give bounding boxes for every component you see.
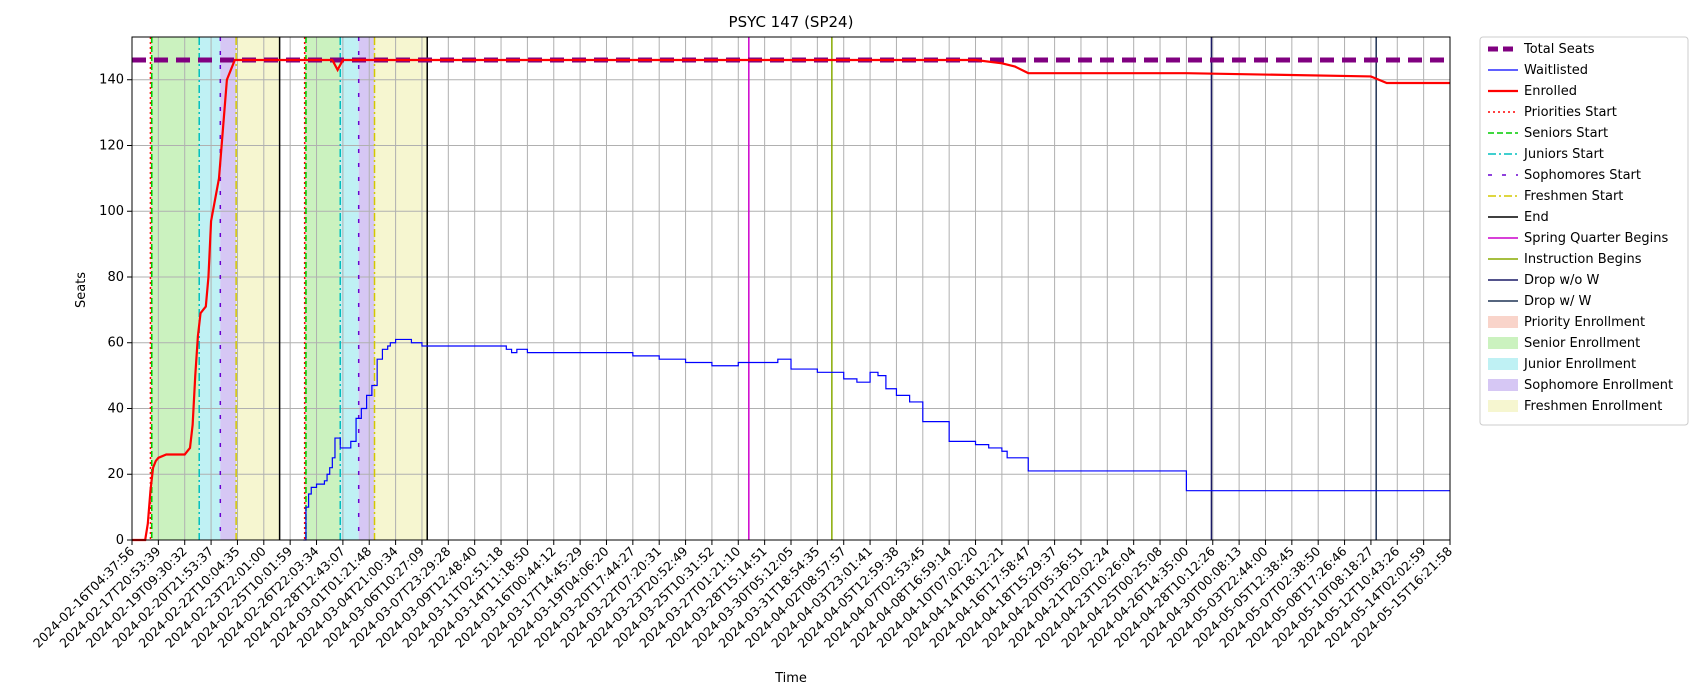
y-tick-label: 120 (99, 138, 124, 153)
legend-label: Freshmen Enrollment (1524, 399, 1662, 414)
legend-label: Waitlisted (1524, 63, 1588, 78)
legend-swatch (1488, 358, 1518, 370)
x-axis: 2024-02-16T04:37:562024-02-17T20:53:3920… (30, 540, 1455, 651)
span-freshmen-enrollment (236, 37, 280, 540)
legend-label: Sophomores Start (1524, 168, 1641, 183)
legend-swatch (1488, 337, 1518, 349)
y-tick-label: 100 (99, 204, 124, 219)
y-tick-label: 20 (107, 467, 124, 482)
legend-label: Senior Enrollment (1524, 336, 1640, 351)
legend-box (1479, 36, 1689, 426)
legend-label: Priority Enrollment (1524, 315, 1645, 330)
span-senior-enrollment (151, 37, 200, 540)
span-senior-enrollment (305, 37, 341, 540)
y-tick-label: 0 (116, 533, 124, 548)
span-freshmen-enrollment (374, 37, 428, 540)
legend-label: Drop w/o W (1524, 273, 1600, 288)
span-sophomore-enrollment (220, 37, 237, 540)
legend-label: Spring Quarter Begins (1524, 231, 1668, 246)
legend-label: Enrolled (1524, 84, 1577, 99)
legend-label: End (1524, 210, 1549, 225)
y-tick-label: 80 (107, 270, 124, 285)
legend-label: Priorities Start (1524, 105, 1617, 120)
legend-label: Instruction Begins (1524, 252, 1642, 267)
legend-label: Junior Enrollment (1523, 357, 1636, 372)
y-axis: 0 20 40 60 80 100 120 140 (99, 73, 132, 548)
series-lines (132, 57, 1450, 542)
chart-title: PSYC 147 (SP24) (729, 13, 854, 31)
legend-label: Juniors Start (1523, 147, 1604, 162)
series-enrolled (132, 58, 1450, 542)
legend-label: Total Seats (1523, 42, 1595, 57)
legend-label: Freshmen Start (1524, 189, 1623, 204)
event-markers (149, 37, 1377, 540)
legend-swatch (1488, 379, 1518, 391)
y-tick-label: 40 (107, 401, 124, 416)
legend-swatch (1488, 316, 1518, 328)
x-axis-label: Time (774, 671, 807, 686)
legend-label: Seniors Start (1524, 126, 1608, 141)
enrollment-period-spans (150, 37, 428, 540)
series-waitlisted (303, 338, 1450, 541)
span-junior-enrollment (199, 37, 221, 540)
span-junior-enrollment (340, 37, 359, 540)
y-tick-label: 140 (99, 73, 124, 88)
legend-label: Drop w/ W (1524, 294, 1592, 309)
legend-label: Sophomore Enrollment (1524, 378, 1673, 393)
y-axis-label: Seats (74, 272, 89, 308)
legend-swatch (1488, 400, 1518, 412)
y-tick-label: 60 (107, 336, 124, 351)
legend: Total Seats Waitlisted Enrolled Priorities … (1479, 36, 1689, 426)
span-sophomore-enrollment (358, 37, 375, 540)
